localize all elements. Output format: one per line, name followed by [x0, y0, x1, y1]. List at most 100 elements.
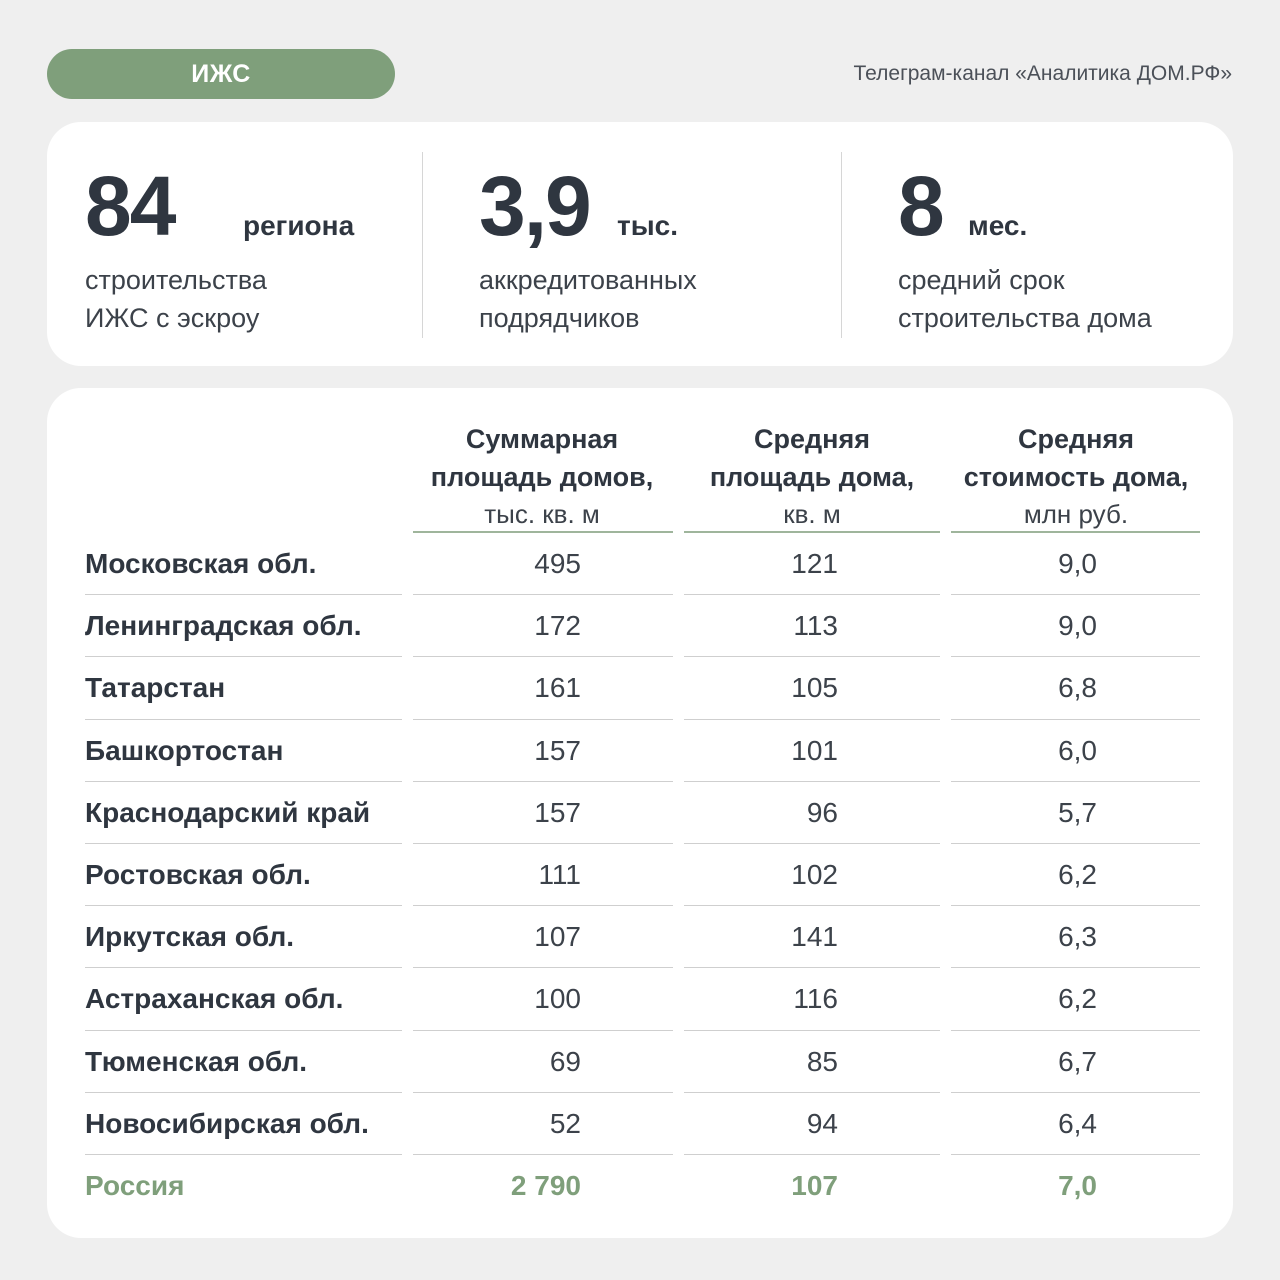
row-divider [85, 780, 402, 782]
row-divider [951, 780, 1200, 782]
row-divider [413, 594, 673, 596]
header-rule [951, 531, 1200, 533]
row-divider [684, 718, 940, 720]
avg-price-value: 6,3 [1058, 921, 1097, 953]
avg-price-value: 6,2 [1058, 983, 1097, 1015]
region-name: Тюменская обл. [85, 1045, 308, 1077]
avg-price-value: 9,0 [1058, 548, 1097, 579]
row-divider [951, 1154, 1200, 1155]
row-divider [85, 1091, 402, 1093]
total-area-value: 52 [549, 1107, 581, 1139]
row-divider [85, 1154, 402, 1155]
avg-area-value: 94 [806, 1107, 838, 1139]
row-divider [85, 1029, 402, 1031]
avg-price-value: 7,0 [1058, 1170, 1097, 1201]
row-divider [951, 656, 1200, 658]
stat-value: 84 [85, 159, 176, 253]
region-name: Московская обл. [85, 548, 317, 579]
row-divider [85, 594, 402, 596]
region-name: Татарстан [85, 672, 226, 704]
stat-divider [422, 152, 423, 338]
avg-price-value: 5,7 [1058, 796, 1097, 828]
row-divider [951, 967, 1200, 969]
row-divider [413, 1029, 673, 1031]
region-name: Ростовская обл. [85, 859, 311, 890]
total-area-value: 161 [534, 672, 581, 704]
row-divider [413, 780, 673, 782]
row-divider [413, 967, 673, 969]
row-divider [85, 843, 402, 844]
total-area-value: 107 [534, 921, 581, 953]
row-divider [413, 905, 673, 907]
row-divider [413, 1154, 673, 1155]
row-divider [684, 967, 940, 969]
region-name: Башкортостан [85, 734, 284, 766]
row-divider [85, 718, 402, 720]
row-divider [684, 594, 940, 596]
avg-area-value: 102 [791, 859, 838, 890]
stat-value: 3,9 [479, 159, 592, 253]
row-divider [951, 594, 1200, 596]
stat-unit: мес. [968, 210, 1028, 241]
row-divider [951, 1091, 1200, 1093]
total-area-value: 157 [534, 734, 581, 766]
stat-unit: тыс. [617, 210, 678, 241]
stat-contractors: 3,9 тыс. аккредитованных подрядчиков [479, 122, 859, 366]
stat-divider [841, 152, 842, 338]
avg-price-value: 6,4 [1058, 1107, 1097, 1139]
avg-area-value: 85 [806, 1045, 838, 1077]
total-area-value: 100 [534, 983, 581, 1015]
stat-regions: 84 региона строительства ИЖС с эскроу [85, 122, 425, 366]
total-area-value: 172 [534, 610, 581, 642]
row-divider [684, 780, 940, 782]
avg-area-value: 107 [791, 1170, 838, 1201]
avg-price-value: 6,0 [1058, 734, 1097, 766]
row-divider [684, 656, 940, 658]
row-divider [951, 718, 1200, 720]
region-name: Астраханская обл. [85, 983, 344, 1015]
stat-duration: 8 мес. средний срок строительства дома [898, 122, 1228, 366]
regions-table: Суммарная площадь домов, тыс. кв. м Сред… [47, 388, 1233, 1238]
row-divider [684, 1029, 940, 1031]
row-divider [684, 905, 940, 907]
avg-area-value: 116 [793, 983, 838, 1015]
total-area-value: 111 [538, 859, 581, 890]
column-header-total-area: Суммарная площадь домов, тыс. кв. м [430, 424, 654, 529]
row-divider [413, 718, 673, 720]
row-divider [684, 1154, 940, 1155]
stat-description: строительства ИЖС с эскроу [85, 265, 267, 333]
stats-card: 84 региона строительства ИЖС с эскроу 3,… [47, 122, 1233, 366]
total-area-value: 2 790 [510, 1170, 581, 1201]
avg-area-value: 121 [791, 548, 838, 579]
avg-price-value: 9,0 [1058, 610, 1097, 642]
row-divider [85, 967, 402, 969]
avg-price-value: 6,7 [1058, 1045, 1097, 1077]
total-area-value: 69 [549, 1045, 581, 1077]
region-name: Иркутская обл. [85, 921, 295, 953]
stat-value: 8 [898, 159, 945, 253]
row-divider [413, 656, 673, 658]
header-rule [684, 531, 940, 533]
row-divider [684, 843, 940, 844]
row-divider [951, 1029, 1200, 1031]
avg-area-value: 113 [793, 610, 838, 642]
total-area-value: 157 [534, 796, 581, 828]
avg-area-value: 105 [791, 672, 838, 704]
column-header-avg-price: Средняя стоимость дома, млн руб. [963, 424, 1189, 529]
stat-description: аккредитованных подрядчиков [479, 265, 697, 333]
header-rule [413, 531, 673, 533]
row-divider [951, 843, 1200, 844]
avg-area-value: 141 [791, 921, 838, 953]
region-name: Новосибирская обл. [85, 1107, 369, 1139]
avg-area-value: 96 [806, 796, 838, 828]
region-name: Краснодарский край [85, 796, 371, 828]
region-name: Россия [85, 1170, 185, 1201]
row-divider [85, 656, 402, 658]
stat-unit: региона [243, 210, 355, 241]
total-area-value: 495 [534, 548, 581, 579]
column-header-avg-area: Средняя площадь дома, кв. м [709, 424, 915, 529]
row-divider [85, 905, 402, 907]
avg-price-value: 6,8 [1058, 672, 1097, 704]
section-tag: ИЖС [47, 49, 395, 99]
row-divider [951, 905, 1200, 907]
